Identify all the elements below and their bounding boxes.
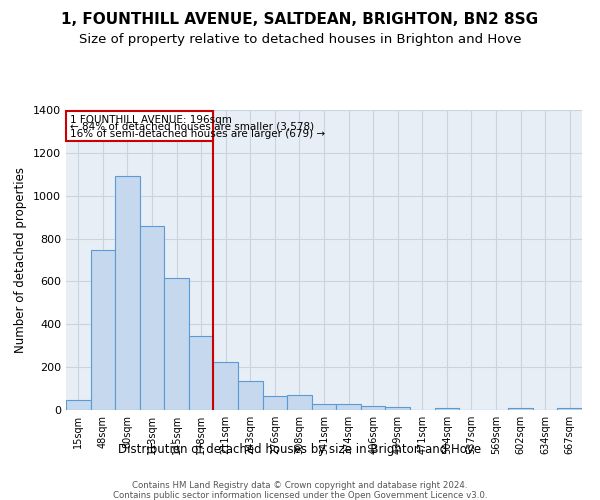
Bar [287, 396, 312, 410]
Bar [115, 176, 140, 410]
Bar [189, 336, 214, 410]
Text: 16% of semi-detached houses are larger (679) →: 16% of semi-detached houses are larger (… [70, 128, 325, 138]
Bar [263, 396, 287, 410]
Text: 1 FOUNTHILL AVENUE: 196sqm: 1 FOUNTHILL AVENUE: 196sqm [70, 115, 232, 125]
Bar [557, 408, 582, 410]
Text: 1, FOUNTHILL AVENUE, SALTDEAN, BRIGHTON, BN2 8SG: 1, FOUNTHILL AVENUE, SALTDEAN, BRIGHTON,… [61, 12, 539, 28]
Y-axis label: Number of detached properties: Number of detached properties [14, 167, 28, 353]
Bar [336, 404, 361, 410]
Text: ← 84% of detached houses are smaller (3,578): ← 84% of detached houses are smaller (3,… [70, 122, 314, 132]
Text: Contains public sector information licensed under the Open Government Licence v3: Contains public sector information licen… [113, 491, 487, 500]
Bar [214, 362, 238, 410]
Bar [238, 382, 263, 410]
Bar [385, 407, 410, 410]
Bar [66, 400, 91, 410]
Text: Distribution of detached houses by size in Brighton and Hove: Distribution of detached houses by size … [118, 442, 482, 456]
Bar [140, 226, 164, 410]
Bar [361, 406, 385, 410]
Text: Size of property relative to detached houses in Brighton and Hove: Size of property relative to detached ho… [79, 32, 521, 46]
Bar [164, 278, 189, 410]
Bar [434, 408, 459, 410]
Text: Contains HM Land Registry data © Crown copyright and database right 2024.: Contains HM Land Registry data © Crown c… [132, 481, 468, 490]
Bar [91, 250, 115, 410]
FancyBboxPatch shape [66, 111, 214, 141]
Bar [508, 408, 533, 410]
Bar [312, 404, 336, 410]
